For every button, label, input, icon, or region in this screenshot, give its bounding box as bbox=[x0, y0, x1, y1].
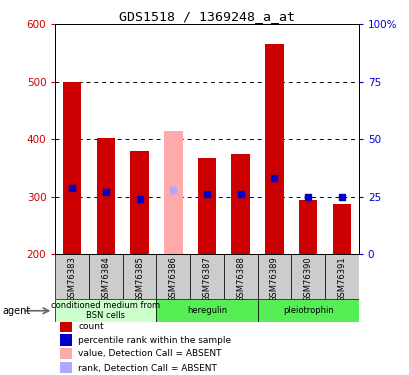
Bar bbox=[55, 254, 89, 299]
Text: GSM76385: GSM76385 bbox=[135, 256, 144, 302]
Text: GSM76383: GSM76383 bbox=[67, 256, 76, 302]
Text: GSM76391: GSM76391 bbox=[337, 256, 346, 302]
Bar bbox=[63, 82, 81, 254]
Bar bbox=[122, 254, 156, 299]
Bar bbox=[231, 154, 249, 254]
Bar bbox=[265, 45, 283, 254]
Text: percentile rank within the sample: percentile rank within the sample bbox=[78, 336, 231, 345]
Title: GDS1518 / 1369248_a_at: GDS1518 / 1369248_a_at bbox=[119, 10, 294, 23]
Bar bbox=[164, 130, 182, 254]
Bar bbox=[197, 158, 216, 254]
Bar bbox=[60, 363, 72, 374]
Bar bbox=[257, 299, 358, 322]
Bar bbox=[324, 254, 358, 299]
Bar bbox=[223, 254, 257, 299]
Bar bbox=[156, 299, 257, 322]
Bar bbox=[97, 138, 115, 254]
Text: conditioned medium from
BSN cells: conditioned medium from BSN cells bbox=[51, 301, 160, 321]
Bar bbox=[332, 204, 350, 254]
Text: GSM76388: GSM76388 bbox=[236, 256, 245, 302]
Text: GSM76386: GSM76386 bbox=[169, 256, 178, 302]
Text: pleiotrophin: pleiotrophin bbox=[282, 306, 333, 315]
Bar bbox=[60, 348, 72, 359]
Text: rank, Detection Call = ABSENT: rank, Detection Call = ABSENT bbox=[78, 363, 216, 372]
Bar bbox=[60, 334, 72, 346]
Bar bbox=[60, 321, 72, 332]
Bar bbox=[156, 254, 190, 299]
Text: value, Detection Call = ABSENT: value, Detection Call = ABSENT bbox=[78, 349, 221, 358]
Bar bbox=[298, 200, 317, 254]
Text: GSM76390: GSM76390 bbox=[303, 256, 312, 302]
Bar bbox=[89, 254, 122, 299]
Text: count: count bbox=[78, 322, 103, 331]
Text: agent: agent bbox=[2, 306, 30, 316]
Bar bbox=[257, 254, 291, 299]
Bar bbox=[190, 254, 223, 299]
Text: GSM76389: GSM76389 bbox=[269, 256, 278, 302]
Text: GSM76384: GSM76384 bbox=[101, 256, 110, 302]
Bar bbox=[130, 151, 148, 254]
Text: heregulin: heregulin bbox=[187, 306, 227, 315]
Bar bbox=[291, 254, 324, 299]
Text: GSM76387: GSM76387 bbox=[202, 256, 211, 302]
Bar bbox=[55, 299, 156, 322]
